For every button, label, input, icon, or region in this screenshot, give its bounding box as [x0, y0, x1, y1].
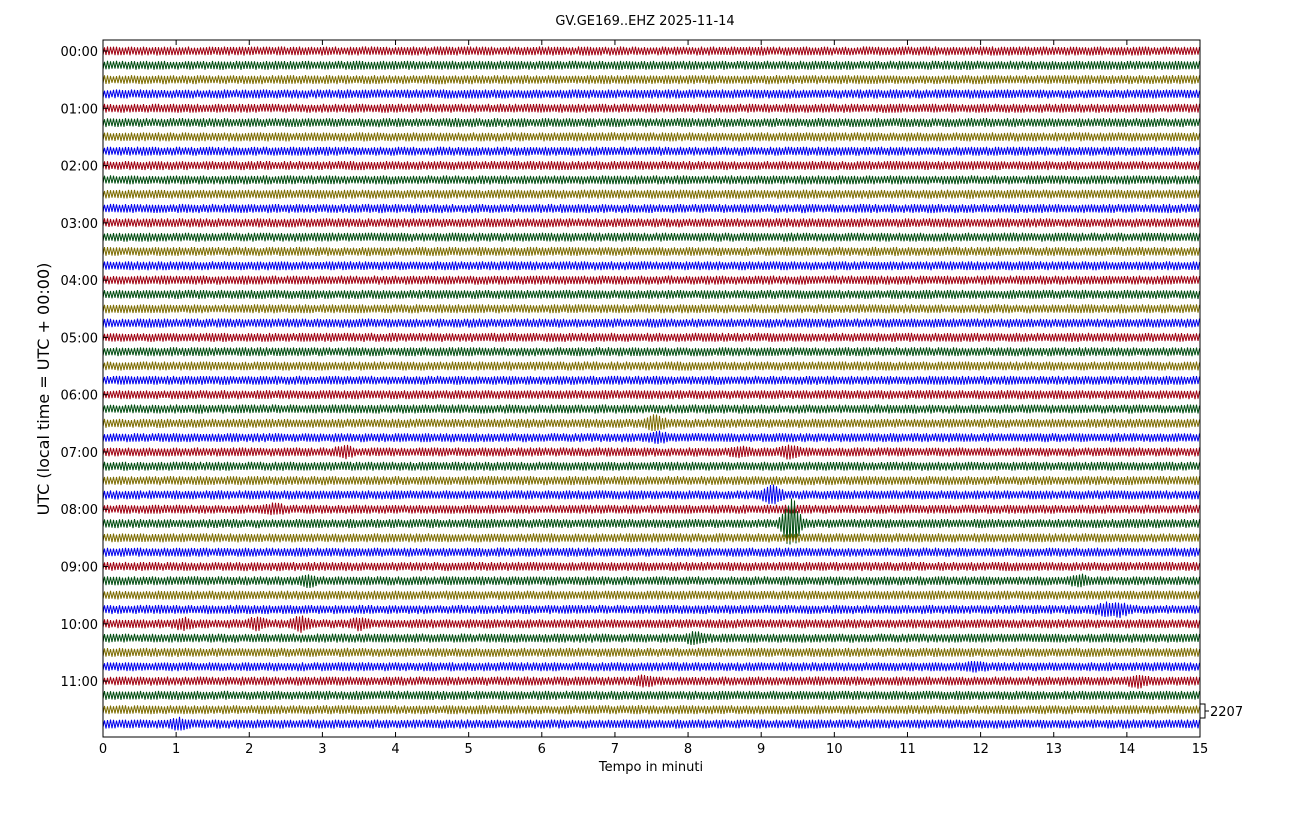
- trace-line: [102, 661, 1200, 673]
- trace-line: [102, 484, 1200, 505]
- x-tick-label: 0: [99, 742, 107, 757]
- trace-line: [102, 318, 1200, 328]
- y-tick-label: 00:00: [61, 45, 98, 60]
- x-axis-label: Tempo in minuti: [598, 760, 703, 775]
- x-tick-label: 11: [899, 742, 916, 757]
- trace-line: [102, 347, 1200, 357]
- trace-line: [102, 502, 1200, 516]
- trace-line: [102, 361, 1200, 371]
- trace-line: [102, 601, 1200, 618]
- trace-line: [102, 246, 1200, 257]
- y-ticks: 00:00 01:00 02:00 03:00 04:00 05:00 06:00 07:00…: [61, 45, 108, 690]
- trace-line: [102, 716, 1200, 731]
- trace-line: [102, 647, 1200, 657]
- scale-bar: 2207: [1199, 703, 1243, 720]
- x-tick-label: 4: [391, 742, 399, 757]
- trace-line: [102, 118, 1200, 128]
- x-tick-label: 10: [826, 742, 843, 757]
- trace-line: [102, 289, 1200, 299]
- trace-line: [102, 175, 1200, 185]
- y-tick-label: 07:00: [61, 446, 98, 461]
- trace-line: [102, 404, 1200, 414]
- trace-line: [102, 444, 1200, 460]
- trace-line: [102, 218, 1200, 228]
- trace-line: [102, 304, 1200, 314]
- trace-line: [102, 631, 1200, 645]
- x-tick-label: 2: [245, 742, 253, 757]
- trace-line: [102, 476, 1200, 486]
- y-axis-label: UTC (local time = UTC + 00:00): [34, 263, 53, 516]
- trace-line: [102, 60, 1200, 70]
- x-tick-label: 12: [972, 742, 989, 757]
- y-tick-label: 05:00: [61, 331, 98, 346]
- x-tick-label: 7: [611, 742, 619, 757]
- trace-line: [102, 232, 1200, 242]
- trace-line: [102, 89, 1200, 99]
- x-tick-label: 6: [538, 742, 546, 757]
- y-tick-label: 09:00: [61, 561, 98, 576]
- trace-line: [102, 414, 1200, 431]
- trace-line: [102, 75, 1200, 85]
- x-tick-label: 15: [1192, 742, 1209, 757]
- trace-line: [102, 203, 1200, 214]
- chart-title: GV.GE169..EHZ 2025-11-14: [555, 14, 734, 29]
- trace-line: [102, 573, 1200, 589]
- y-tick-label: 04:00: [61, 274, 98, 289]
- x-tick-label: 9: [757, 742, 765, 757]
- trace-line: [102, 46, 1200, 56]
- trace-line: [102, 146, 1200, 156]
- trace-line: [102, 590, 1200, 600]
- y-tick-label: 02:00: [61, 160, 98, 175]
- trace-line: [102, 547, 1200, 557]
- scale-bar-label: 2207: [1210, 705, 1243, 720]
- trace-line: [102, 461, 1200, 471]
- trace-line: [102, 430, 1200, 444]
- trace-line: [102, 261, 1200, 271]
- trace-line: [102, 132, 1200, 142]
- y-tick-label: 01:00: [61, 102, 98, 117]
- trace-line: [102, 390, 1200, 400]
- scale-bar-bracket: [1199, 703, 1206, 719]
- trace-line: [102, 332, 1200, 342]
- trace-line: [102, 189, 1200, 199]
- trace-line: [102, 375, 1200, 385]
- trace-line: [102, 615, 1200, 633]
- x-tick-label: 1: [172, 742, 180, 757]
- trace-line: [102, 275, 1200, 285]
- traces: [102, 46, 1200, 731]
- y-tick-label: 08:00: [61, 503, 98, 518]
- trace-line: [102, 690, 1200, 700]
- y-tick-label: 03:00: [61, 217, 98, 232]
- y-tick-label: 10:00: [61, 618, 98, 633]
- x-tick-label: 13: [1045, 742, 1062, 757]
- plot-frame: [102, 39, 1201, 738]
- x-tick-label: 5: [465, 742, 473, 757]
- y-tick-label: 06:00: [61, 389, 98, 404]
- trace-line: [102, 161, 1200, 171]
- x-ticks: 0 1 2 3 4 5 6 7 8 9 10 11 12 13 14 15: [99, 40, 1208, 757]
- x-tick-label: 3: [318, 742, 326, 757]
- x-tick-label: 8: [684, 742, 692, 757]
- trace-line: [102, 533, 1200, 543]
- trace-line: [102, 103, 1200, 113]
- trace-line: [102, 498, 1200, 545]
- trace-line: [102, 674, 1200, 689]
- y-tick-label: 11:00: [61, 675, 98, 690]
- trace-line: [102, 705, 1200, 715]
- x-tick-label: 14: [1119, 742, 1136, 757]
- trace-line: [102, 561, 1200, 572]
